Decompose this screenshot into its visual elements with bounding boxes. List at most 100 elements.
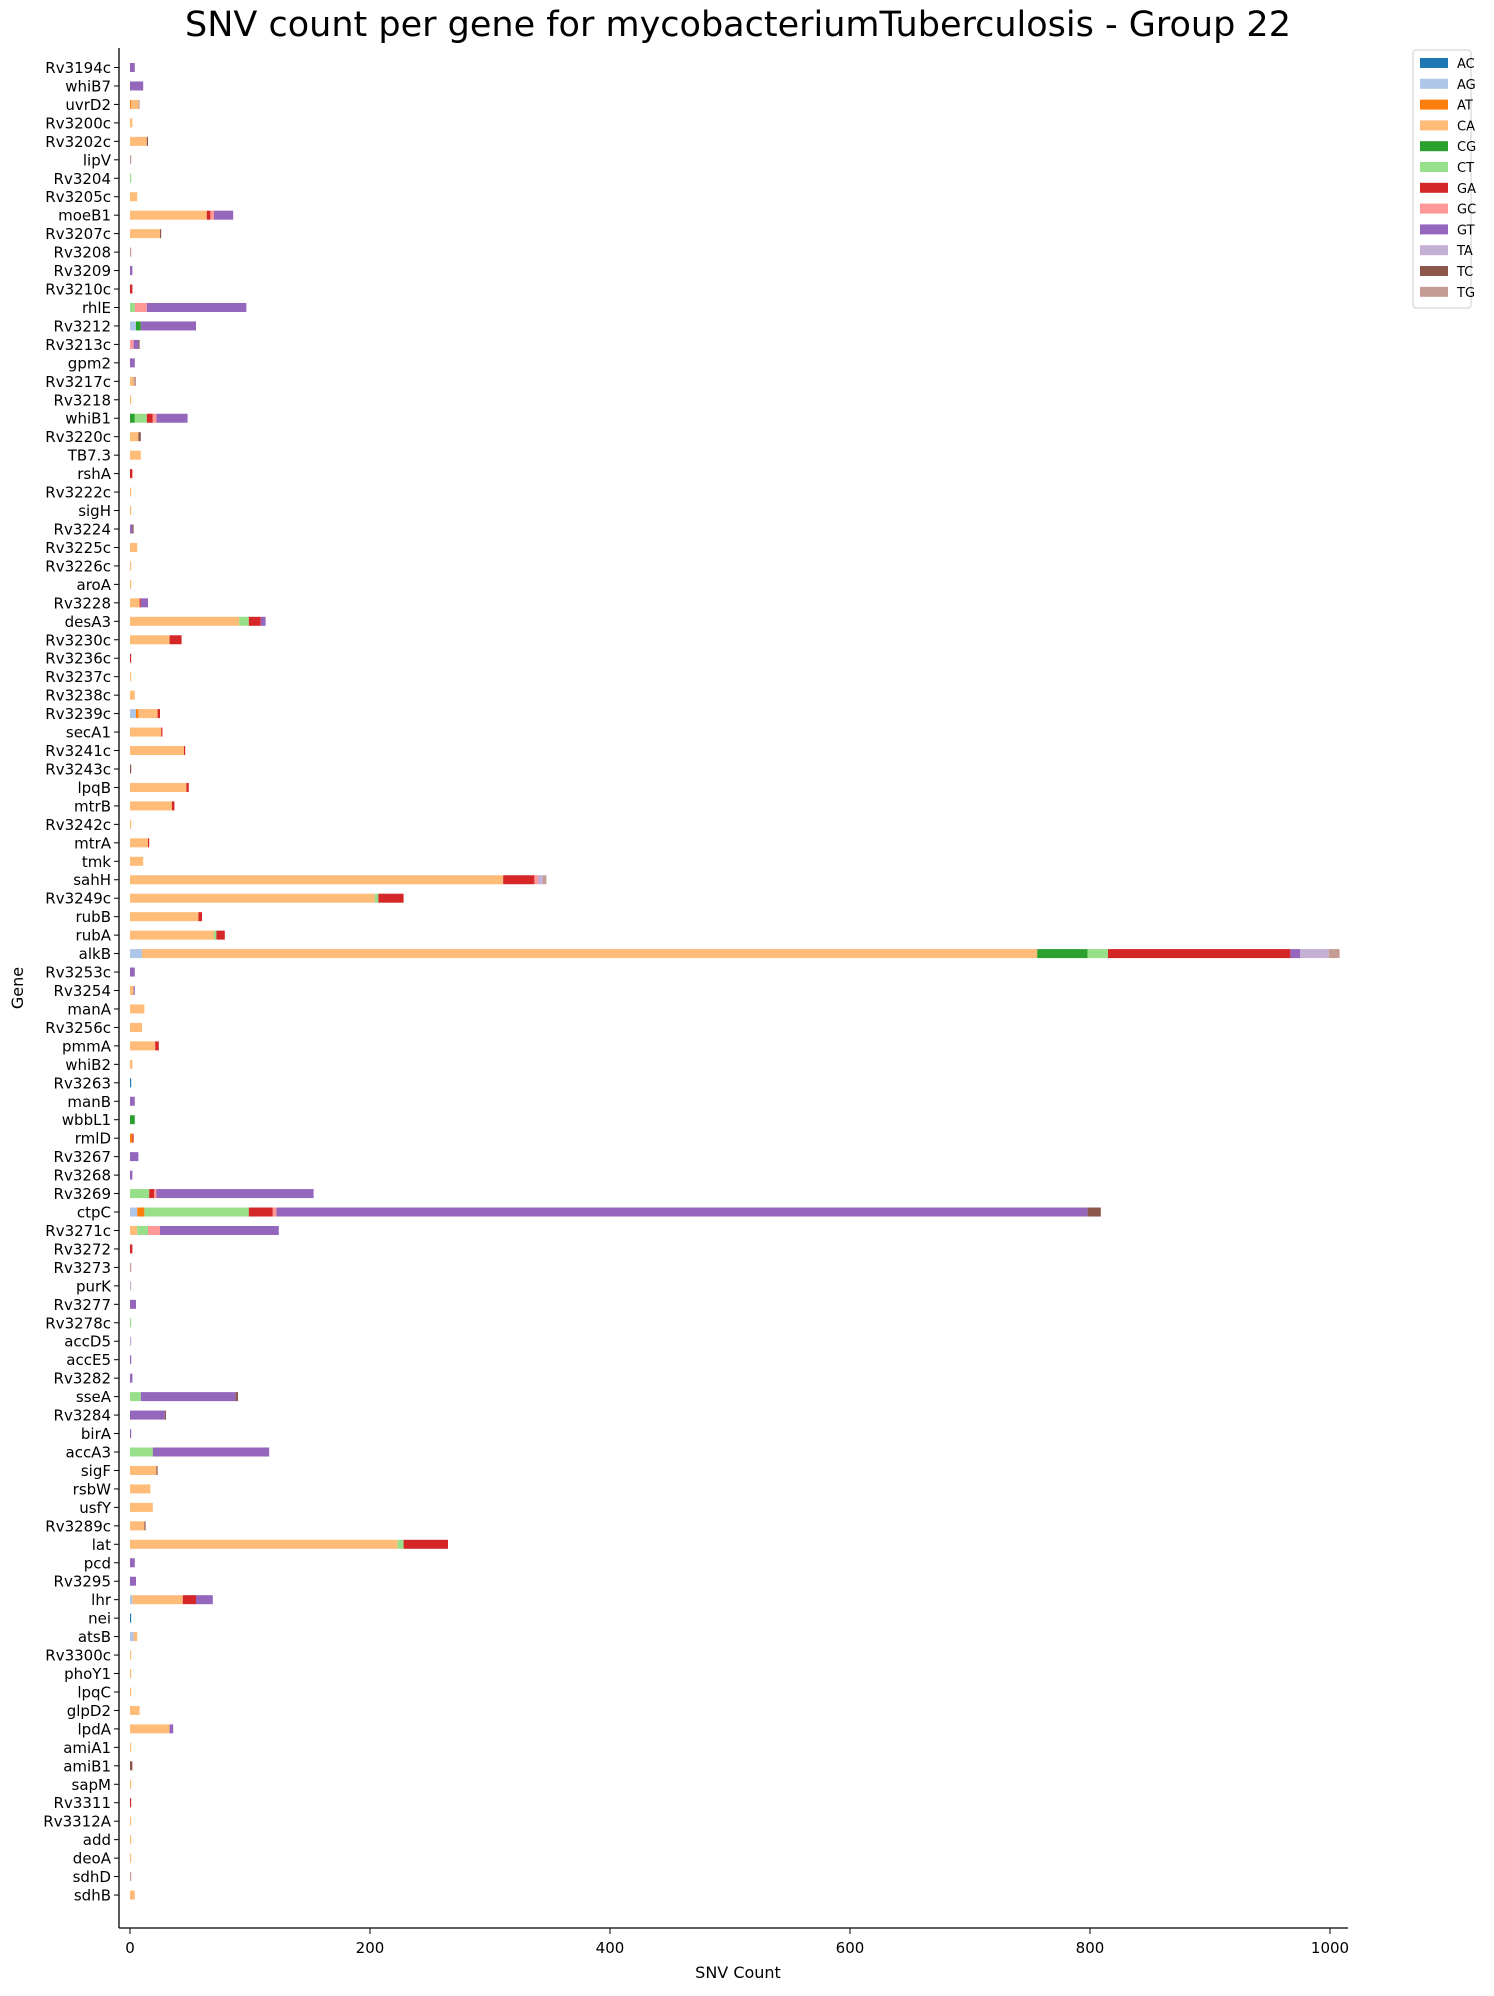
legend: AC AG AT CA CG CT GA GC GT TA TC TG — [1412, 49, 1476, 309]
bar-segment-alkB-GT — [1290, 949, 1300, 959]
bar-segment-glpD2-CA — [130, 1705, 140, 1715]
y-tick-label-Rv3210c: Rv3210c — [45, 281, 111, 299]
bar-segment-phoY1-CA — [130, 1669, 132, 1679]
bar-segment-accD5-TA — [130, 1336, 132, 1346]
bar-segment-accE5-GT — [130, 1355, 132, 1365]
bar-segment-whiB1-GT — [156, 413, 188, 423]
bar-segment-Rv3249c-CT — [374, 893, 379, 903]
x-tick-label-800: 800 — [1076, 1939, 1105, 1957]
bar-segment-sdhD-TG — [130, 1872, 132, 1882]
y-tick-label-lat: lat — [92, 1536, 111, 1554]
y-tick-label-Rv3205c: Rv3205c — [45, 188, 111, 206]
bar-segment-Rv3220c-TC — [138, 432, 141, 442]
legend-label-GA: GA — [1457, 182, 1476, 197]
y-tick-label-accE5: accE5 — [66, 1351, 111, 1369]
y-tick-label-rshA: rshA — [77, 465, 111, 483]
bar-segment-sahH-GC — [534, 875, 538, 885]
y-tick-label-Rv3277: Rv3277 — [54, 1296, 111, 1314]
bar-segment-Rv3277-GT — [130, 1299, 136, 1309]
y-tick-label-Rv3300c: Rv3300c — [45, 1647, 111, 1665]
bars-layer — [130, 63, 1340, 1900]
bar-segment-Rv3289c-TC — [144, 1521, 146, 1531]
bar-segment-lat-GA — [403, 1539, 448, 1549]
bar-segment-whiB2-CA — [130, 1059, 133, 1069]
legend-swatch-TA — [1420, 245, 1448, 256]
bar-segment-lpqC-CA — [130, 1687, 132, 1697]
y-tick-label-Rv3249c: Rv3249c — [45, 890, 111, 908]
bar-segment-whiB1-CT — [134, 413, 147, 423]
y-tick-label-pcd: pcd — [84, 1554, 111, 1572]
bar-segment-Rv3254-CA — [130, 986, 134, 995]
x-tick-label-600: 600 — [836, 1939, 865, 1957]
legend-label-AT: AT — [1457, 99, 1473, 114]
legend-label-TG: TG — [1456, 286, 1475, 301]
bar-segment-ctpC-GA — [248, 1207, 273, 1217]
bar-segment-ctpC-AT — [137, 1207, 145, 1217]
bar-segment-Rv3212-AG — [130, 321, 136, 331]
legend-label-CT: CT — [1457, 161, 1474, 176]
y-tick-label-aroA: aroA — [77, 576, 112, 594]
bar-segment-lat-CT — [397, 1539, 404, 1549]
bar-segment-Rv3241c-GA — [184, 746, 186, 756]
bar-segment-alkB-CA — [142, 949, 1038, 959]
legend-swatch-CA — [1420, 120, 1448, 131]
legend-label-GC: GC — [1457, 203, 1476, 218]
bar-segment-Rv3230c-CA — [130, 635, 170, 645]
bar-segment-uvrD2-CA — [131, 99, 139, 109]
bar-segment-desA3-CT — [239, 616, 249, 626]
y-tick-label-Rv3230c: Rv3230c — [45, 631, 111, 649]
bar-segment-mtrA-GA — [148, 838, 150, 848]
bar-segment-Rv3311-GA — [130, 1798, 132, 1808]
bar-segment-Rv3228-GA — [139, 598, 141, 608]
bar-segment-moeB1-GA — [206, 210, 211, 220]
bar-segment-Rv3224-GT — [130, 524, 133, 534]
bar-segment-usfY-CA — [130, 1502, 153, 1512]
bar-segment-Rv3284-TC — [164, 1410, 166, 1420]
bar-segment-rubA-GA — [216, 930, 225, 940]
y-tick-label-Rv3278c: Rv3278c — [45, 1314, 111, 1332]
bar-segment-Rv3239c-CA — [138, 709, 158, 719]
bar-segment-Rv3284-GT — [130, 1410, 165, 1420]
bar-segment-whiB1-GA — [146, 413, 153, 423]
legend-swatch-AG — [1420, 78, 1448, 89]
bar-segment-Rv3271c-GC — [148, 1225, 160, 1235]
bar-segment-Rv3253c-GT — [130, 967, 135, 977]
bar-segment-Rv3243c-TC — [130, 764, 132, 774]
bar-segment-manB-GT — [130, 1096, 135, 1106]
legend-swatch-AC — [1420, 58, 1448, 68]
y-tick-label-sigF: sigF — [81, 1462, 111, 1480]
bar-segment-amiB1-TC — [130, 1761, 133, 1771]
bar-segment-rshA-GA — [130, 469, 133, 479]
bar-segment-gpm2-GT — [130, 358, 135, 368]
bar-segment-amiA1-CA — [130, 1742, 132, 1752]
bar-segment-Rv3269-CT — [130, 1189, 150, 1199]
legend-label-AC: AC — [1457, 57, 1475, 72]
x-tick-label-1000: 1000 — [1311, 1939, 1349, 1957]
bar-segment-add-CA — [130, 1835, 132, 1845]
bar-segment-Rv3204-CT — [130, 173, 132, 183]
bar-segment-ctpC-GC — [272, 1207, 277, 1217]
y-tick-label-accD5: accD5 — [64, 1333, 111, 1351]
legend-swatch-CG — [1420, 141, 1448, 152]
y-tick-label-rmlD: rmlD — [75, 1130, 111, 1148]
bar-segment-Rv3238c-CA — [130, 690, 135, 700]
bar-segment-pmmA-CA — [130, 1041, 156, 1051]
bar-segment-secA1-GA — [161, 727, 163, 737]
x-tick-label-400: 400 — [596, 1939, 625, 1957]
y-tick-label-sdhD: sdhD — [73, 1868, 111, 1886]
bar-segment-tmk-CA — [130, 856, 144, 866]
y-tick-label-manA: manA — [67, 1000, 111, 1018]
bar-segment-Rv3212-CG — [136, 321, 141, 331]
legend-label-CG: CG — [1457, 140, 1476, 155]
bar-segment-Rv3228-CA — [130, 598, 140, 608]
bar-segment-Rv3295-GT — [130, 1576, 136, 1586]
y-tick-label-rubA: rubA — [76, 927, 112, 945]
bar-segment-moeB1-GC — [210, 210, 214, 220]
y-tick-label-whiB7: whiB7 — [65, 77, 111, 95]
y-tick-label-sahH: sahH — [73, 871, 111, 889]
y-tick-label-Rv3271c: Rv3271c — [45, 1222, 111, 1240]
bar-segment-aroA-CA — [130, 579, 132, 589]
bar-segment-Rv3212-GT — [140, 321, 196, 331]
